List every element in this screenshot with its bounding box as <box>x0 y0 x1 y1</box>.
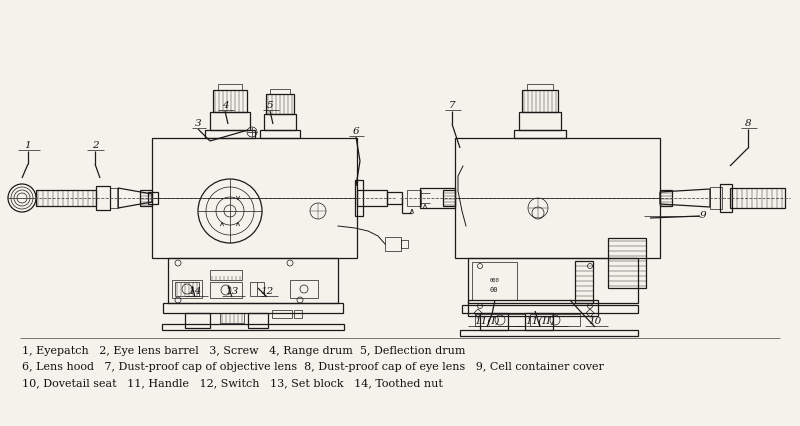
Bar <box>264 114 296 130</box>
Bar <box>355 180 363 216</box>
Bar <box>387 192 402 204</box>
Bar <box>140 190 152 206</box>
Bar <box>36 190 96 206</box>
Text: 11(II): 11(II) <box>526 317 554 326</box>
Bar <box>710 187 722 209</box>
Bar <box>266 94 294 114</box>
Text: 1, Eyepatch   2, Eye lens barrel   3, Screw   4, Range drum  5, Deflection drum: 1, Eyepatch 2, Eye lens barrel 3, Screw … <box>22 346 466 356</box>
Bar <box>152 138 357 258</box>
Bar <box>210 112 250 130</box>
Bar <box>213 90 247 112</box>
Bar <box>210 270 242 280</box>
Bar <box>385 237 401 251</box>
Bar <box>660 190 672 206</box>
Bar <box>443 190 455 206</box>
Bar <box>218 84 242 90</box>
Text: 2: 2 <box>92 141 98 150</box>
Text: 5: 5 <box>266 101 274 110</box>
Bar <box>290 280 318 298</box>
Bar <box>162 324 344 330</box>
Bar <box>250 282 264 296</box>
Bar <box>220 313 244 323</box>
Bar <box>210 282 242 298</box>
Text: 13: 13 <box>226 287 238 296</box>
Bar <box>730 188 785 208</box>
Bar <box>270 89 290 94</box>
Bar <box>455 138 660 258</box>
Text: 3: 3 <box>194 119 202 128</box>
Bar <box>468 300 598 316</box>
Text: 9: 9 <box>700 211 706 221</box>
Bar <box>175 282 199 296</box>
Bar <box>148 192 158 204</box>
Bar <box>172 280 202 298</box>
Bar <box>163 303 343 313</box>
Bar <box>407 190 421 206</box>
Bar <box>96 186 110 210</box>
Text: 11(I): 11(I) <box>474 317 500 326</box>
Bar <box>575 261 593 303</box>
Bar <box>357 190 387 206</box>
Bar <box>522 90 558 112</box>
Bar <box>472 262 517 300</box>
Text: 1: 1 <box>25 141 31 150</box>
Bar <box>294 310 302 318</box>
Text: 10, Dovetail seat   11, Handle   12, Switch   13, Set block   14, Toothed nut: 10, Dovetail seat 11, Handle 12, Switch … <box>22 378 443 388</box>
Text: 10: 10 <box>588 317 602 326</box>
Bar <box>460 330 638 336</box>
Bar <box>260 130 300 138</box>
Bar <box>468 258 638 303</box>
Bar <box>205 130 255 138</box>
Bar <box>110 188 118 208</box>
Text: 7: 7 <box>449 101 455 110</box>
Bar <box>475 314 525 326</box>
Bar <box>527 84 553 90</box>
Text: 6: 6 <box>353 127 359 136</box>
Text: 12: 12 <box>260 287 274 296</box>
Bar <box>519 112 561 130</box>
Bar <box>530 314 580 326</box>
Text: 14: 14 <box>188 287 202 296</box>
Bar <box>514 130 566 138</box>
Bar <box>462 305 638 313</box>
Text: 00: 00 <box>490 287 498 293</box>
Text: 8: 8 <box>745 119 751 128</box>
Bar <box>608 238 646 288</box>
Text: 6, Lens hood   7, Dust-proof cap of objective lens  8, Dust-proof cap of eye len: 6, Lens hood 7, Dust-proof cap of object… <box>22 362 604 372</box>
Bar <box>272 310 292 318</box>
Bar <box>401 240 408 248</box>
Bar <box>720 184 732 212</box>
Text: 4: 4 <box>222 101 228 110</box>
Bar <box>420 188 455 208</box>
Bar <box>168 258 338 303</box>
Text: 000: 000 <box>489 277 499 282</box>
